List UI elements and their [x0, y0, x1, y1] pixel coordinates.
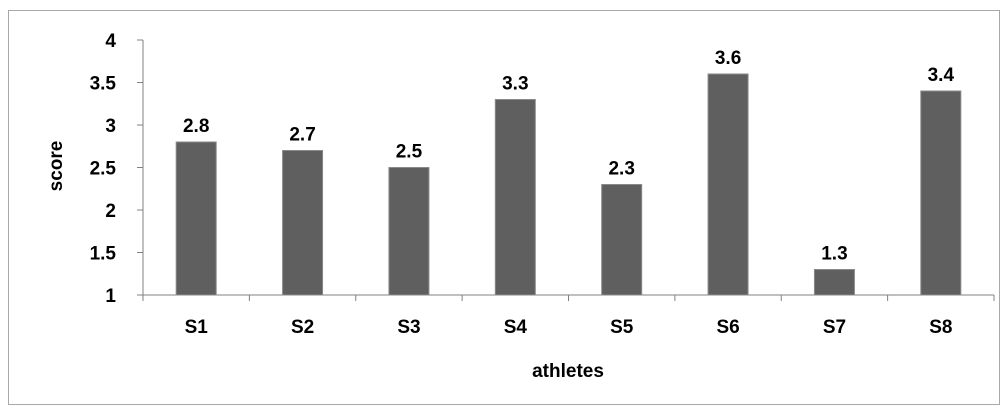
category-label-s8: S8	[929, 317, 952, 338]
y-tick-label: 3	[105, 116, 116, 137]
bar-s6	[707, 73, 749, 296]
bars	[175, 73, 962, 296]
data-label-s1: 2.8	[183, 116, 209, 137]
category-label-s3: S3	[397, 317, 420, 338]
category-labels: S1 S2 S3 S4 S5 S6 S7 S8	[185, 317, 953, 338]
x-axis-title: athletes	[532, 361, 604, 382]
data-label-s6: 3.6	[715, 48, 741, 69]
category-label-s2: S2	[291, 317, 314, 338]
bar-s2	[282, 150, 324, 296]
y-axis-title: score	[46, 141, 67, 192]
data-label-s4: 3.3	[502, 74, 528, 95]
bar-s7	[813, 269, 855, 296]
category-label-s6: S6	[716, 317, 739, 338]
data-label-s2: 2.7	[289, 125, 315, 146]
data-label-s8: 3.4	[928, 65, 955, 86]
y-axis: 1 1.5 2 2.5 3 3.5 4	[90, 31, 144, 307]
category-label-s7: S7	[823, 317, 846, 338]
y-tick-label: 2	[105, 201, 116, 222]
bar-s8	[920, 90, 962, 296]
y-tick-label: 3.5	[90, 74, 117, 95]
y-tick-label: 1.5	[90, 244, 117, 265]
data-label-s3: 2.5	[396, 142, 423, 163]
bar-s5	[601, 184, 643, 296]
y-tick-label: 2.5	[90, 159, 117, 180]
bar-s3	[388, 167, 430, 296]
category-label-s1: S1	[185, 317, 209, 338]
y-tick-label: 4	[105, 31, 116, 52]
data-labels: 2.8 2.7 2.5 3.3 2.3 3.6 1.3 3.4	[183, 48, 954, 265]
bar-s4	[494, 99, 536, 296]
y-tick-label: 1	[105, 286, 116, 307]
data-label-s7: 1.3	[821, 244, 847, 265]
category-label-s5: S5	[610, 317, 634, 338]
data-label-s5: 2.3	[608, 159, 634, 180]
category-label-s4: S4	[504, 317, 528, 338]
bar-s1	[175, 141, 217, 296]
x-axis	[142, 294, 995, 301]
